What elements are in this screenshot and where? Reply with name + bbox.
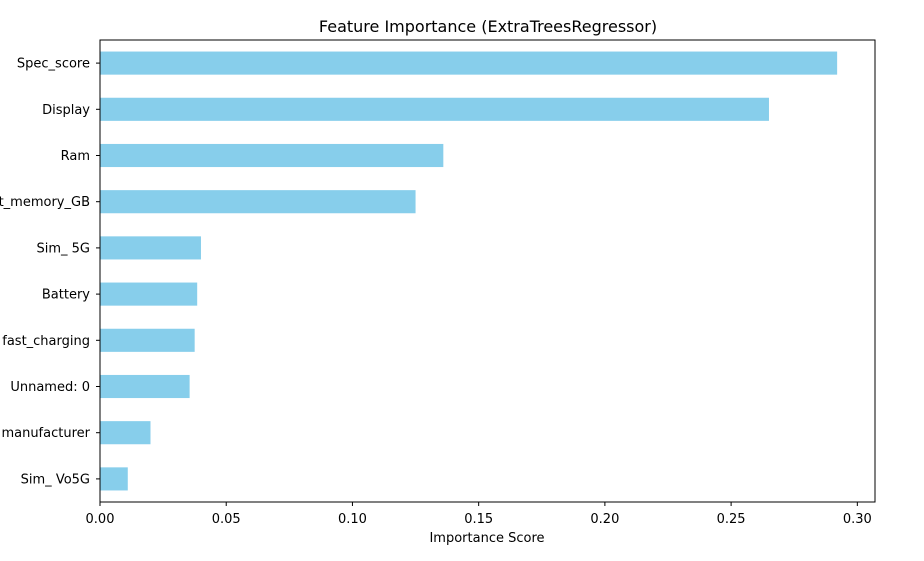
x-tick-label: 0.10 [338,512,367,527]
bar [100,190,416,214]
y-tick-label: fast_charging [2,334,90,349]
x-tick-label: 0.20 [590,512,619,527]
bar [100,328,195,352]
x-tick-label: 0.00 [86,512,115,527]
x-tick-label: 0.25 [717,512,746,527]
x-tick-label: 0.05 [212,512,241,527]
x-axis: 0.00 0.05 0.10 0.15 0.20 0.25 0.30 [86,502,872,527]
bar [100,51,838,75]
bar [100,143,444,168]
x-tick-label: 0.15 [464,512,493,527]
bar [100,421,151,445]
y-tick-label: Ram [61,149,90,164]
x-tick-label: 0.30 [843,512,872,527]
y-tick-label: Inbuilt_memory_GB [0,195,90,210]
x-axis-label: Importance Score [429,531,544,546]
y-tick-label: manufacturer [1,426,90,441]
y-tick-label: Battery [42,288,90,303]
y-tick-label: Display [42,103,90,118]
bar [100,282,198,306]
bar [100,97,769,121]
chart-title: Feature Importance (ExtraTreesRegressor) [319,17,657,36]
y-tick-label: Spec_score [17,57,90,72]
bar [100,467,128,491]
bar [100,236,201,260]
y-tick-label: Sim_ Vo5G [21,472,90,487]
y-tick-label: Unnamed: 0 [10,380,90,395]
bars-group [100,51,838,491]
y-tick-label: Sim_ 5G [36,241,90,256]
bar [100,374,190,399]
plot-frame [99,39,876,503]
y-axis: Spec_score Display Ram Inbuilt_memory_GB Sim… [0,57,100,487]
